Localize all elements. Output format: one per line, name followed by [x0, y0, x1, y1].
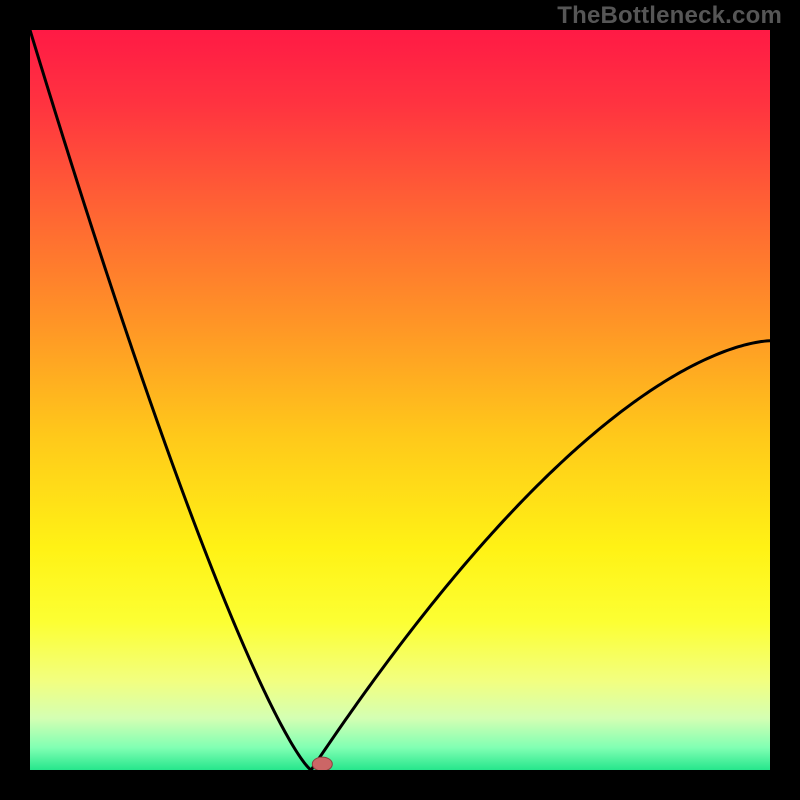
- chart-frame: TheBottleneck.com: [0, 0, 800, 800]
- bottleneck-curve-chart: [30, 30, 770, 770]
- gradient-background: [30, 30, 770, 770]
- min-marker: [312, 757, 332, 770]
- plot-area: [30, 30, 770, 770]
- watermark-label: TheBottleneck.com: [557, 2, 782, 30]
